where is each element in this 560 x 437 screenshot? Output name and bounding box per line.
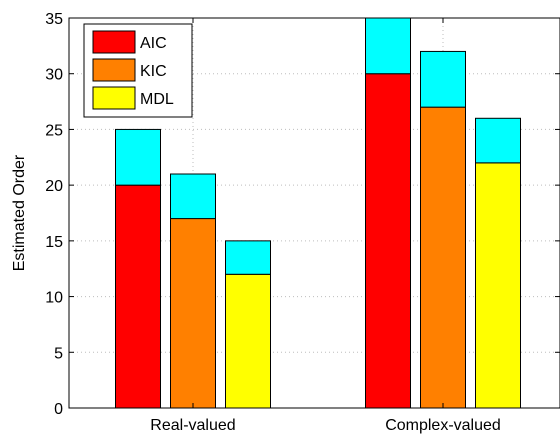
y-tick-label: 5: [54, 345, 63, 362]
bar-aic-1: [365, 73, 411, 409]
bar-upper-aic-0: [115, 128, 161, 186]
legend-swatch-mdl: [92, 86, 136, 110]
bar-upper-mdl-1: [475, 117, 521, 164]
x-ticks: Real-valued Complex-valued: [150, 18, 501, 434]
y-tick-label: 20: [45, 178, 63, 195]
legend-swatch-kic: [92, 58, 136, 82]
axes: [68, 17, 560, 409]
bar-mdl-1: [475, 162, 521, 409]
bar-aic-0: [115, 184, 161, 409]
bar-kic-0: [170, 218, 216, 409]
legend-swatch-aic: [92, 30, 136, 54]
bar-upper-mdl-0: [225, 240, 271, 275]
y-tick-label: 35: [45, 11, 63, 28]
y-tick-label: 25: [45, 122, 63, 139]
y-tick-label: 10: [45, 290, 63, 307]
legend: AIC KIC MDL: [83, 23, 193, 118]
legend-label-mdl: MDL: [140, 91, 174, 108]
bar-upper-kic-0: [170, 173, 216, 220]
x-tick-label: Complex-valued: [385, 417, 501, 434]
y-tick-label: 0: [54, 401, 63, 418]
y-axis-label: Estimated Order: [11, 154, 28, 271]
bar-mdl-0: [225, 273, 271, 409]
legend-label-aic: AIC: [140, 35, 167, 52]
y-tick-label: 15: [45, 234, 63, 251]
x-tick-label: Real-valued: [150, 417, 235, 434]
y-tick-label: 30: [45, 67, 63, 84]
plot-frame: [68, 17, 560, 409]
y-ticks: 0 5 10 15 20 25 30 35: [45, 11, 560, 418]
bar-upper-kic-1: [420, 50, 466, 108]
bar-upper-aic-1: [365, 17, 411, 75]
legend-label-kic: KIC: [140, 63, 167, 80]
bar-kic-1: [420, 106, 466, 409]
